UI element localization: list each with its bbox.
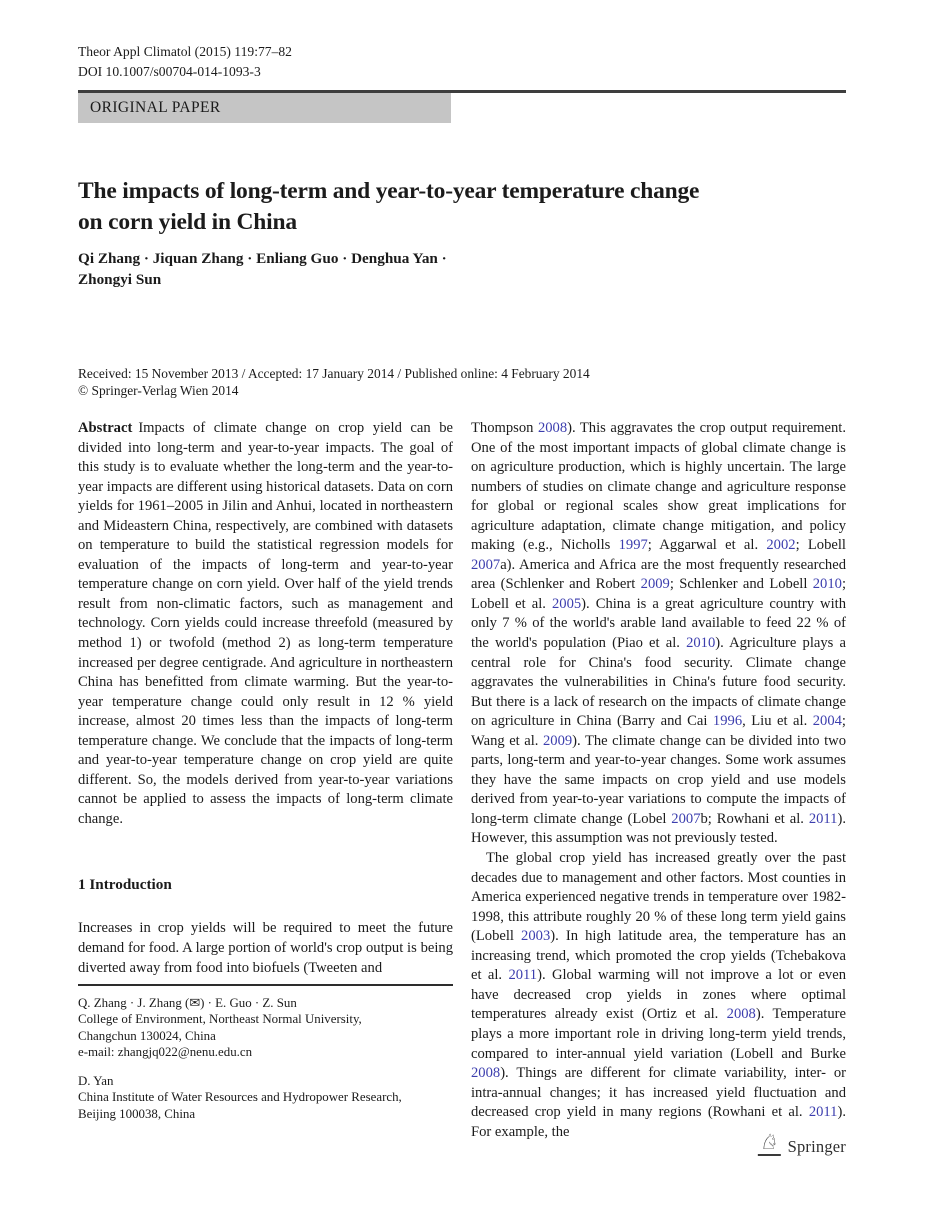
text-segment: ; Lobell et al. [471,576,846,612]
section-heading-introduction: 1 Introduction [78,876,172,894]
body-paragraph-2: The global crop yield has increased grea… [471,849,846,1142]
right-column: Thompson 2008). This aggravates the crop… [471,419,846,1142]
text-segment: ; Lobell [795,537,846,554]
journal-header: Theor Appl Climatol (2015) 119:77–82 DOI… [78,42,292,82]
text-segment: ). In high latitude area, the temperatur… [471,928,846,984]
doi: DOI 10.1007/s00704-014-1093-3 [78,64,261,79]
correspondence-block: Q. Zhang · J. Zhang (✉) · E. Guo · Z. Su… [78,995,453,1060]
text-segment: ; Aggarwal et al. [647,537,767,554]
category-label: ORIGINAL PAPER [90,99,221,116]
copyright-line: © Springer-Verlag Wien 2014 [78,383,239,398]
citation-link[interactable]: 1996 [712,713,743,730]
citation-link[interactable]: 2011 [508,967,538,984]
correspondence-authors: Q. Zhang · J. Zhang (✉) · E. Guo · Z. Su… [78,996,297,1010]
text-segment: ). China is a great agriculture country … [471,595,846,652]
citation-link[interactable]: 2007 [671,810,701,827]
text-segment: The global crop yield has increased grea… [471,850,846,945]
article-title: The impacts of long-term and year-to-yea… [78,176,699,239]
citation-link[interactable]: 2009 [640,576,670,593]
text-segment: ). Agriculture plays a central role for … [471,635,846,730]
text-segment: ). For example, the [471,1104,846,1140]
correspondence-footnote: Q. Zhang · J. Zhang (✉) · E. Guo · Z. Su… [78,984,453,1123]
correspondence-address: Changchun 130024, China [78,1028,216,1043]
citation-link[interactable]: 2004 [812,713,842,730]
correspondence-email: e-mail: zhangjq022@nenu.edu.cn [78,1044,253,1059]
chess-knight-icon: ♘ [757,1130,781,1156]
abstract-label: Abstract [78,420,133,436]
text-segment: ). Global warming will not improve a lot… [471,967,846,1023]
abstract-paragraph: Abstract Impacts of climate change on cro… [78,419,453,829]
article-title-line: The impacts of long-term and year-to-yea… [78,177,700,204]
text-segment: ). The climate change can be divided int… [471,732,846,827]
text-segment: ). Temperature plays a more important ro… [471,1006,846,1062]
citation-link[interactable]: 2005 [551,595,582,612]
body-paragraph-1: Thompson 2008). This aggravates the crop… [471,419,846,849]
abstract-text: Impacts of climate change on crop yield … [78,420,453,827]
header-rule [78,90,846,93]
citation-link[interactable]: 2002 [766,537,796,554]
citation-link[interactable]: 2011 [808,1104,838,1121]
citation-link[interactable]: 2003 [521,928,551,945]
author-line: Zhongyi Sun [78,270,162,288]
text-segment: Thompson [471,420,538,436]
affiliation-address: Beijing 100038, China [78,1106,196,1121]
citation-link[interactable]: 2007 [471,556,501,573]
citation-link[interactable]: 2010 [812,576,842,593]
text-segment: ). However, this assumption was not prev… [471,810,846,847]
publisher-name: Springer [787,1136,846,1156]
text-segment: ; Wang et al. [471,713,846,749]
article-title-line: on corn yield in China [78,209,297,236]
citation-link[interactable]: 2011 [808,810,838,827]
springer-logo: ♘ Springer [757,1130,846,1156]
citation-link[interactable]: 2008 [537,420,568,436]
article-history: Received: 15 November 2013 / Accepted: 1… [78,366,590,381]
correspondence-affiliation: College of Environment, Northeast Normal… [78,1012,362,1027]
citation-link[interactable]: 2008 [471,1065,501,1082]
text-segment: ; Schlenker and Lobell [669,576,813,593]
affiliation-author: D. Yan [78,1074,114,1089]
text-segment: , Liu et al. [742,713,813,730]
citation-link[interactable]: 2009 [542,732,573,749]
affiliation-block: D. Yan China Institute of Water Resource… [78,1073,453,1122]
author-list: Qi Zhang · Jiquan Zhang · Enliang Guo · … [78,249,447,290]
text-segment: a). America and Africa are the most freq… [471,556,846,593]
citation-link[interactable]: 1997 [618,537,648,554]
left-column: Abstract Impacts of climate change on cro… [78,419,453,978]
introduction-paragraph: Increases in crop yields will be require… [78,920,453,976]
author-line: Qi Zhang · Jiquan Zhang · Enliang Guo · … [78,250,447,267]
category-banner: ORIGINAL PAPER [78,93,451,123]
journal-reference: Theor Appl Climatol (2015) 119:77–82 [78,44,292,59]
affiliation-institute: China Institute of Water Resources and H… [78,1090,402,1105]
text-segment: ). Things are different for climate vari… [471,1065,846,1121]
text-segment: ). This aggravates the crop output requi… [471,420,847,554]
citation-link[interactable]: 2010 [686,635,716,652]
text-segment: b; Rowhani et al. [700,810,809,827]
citation-link[interactable]: 2008 [726,1006,756,1023]
